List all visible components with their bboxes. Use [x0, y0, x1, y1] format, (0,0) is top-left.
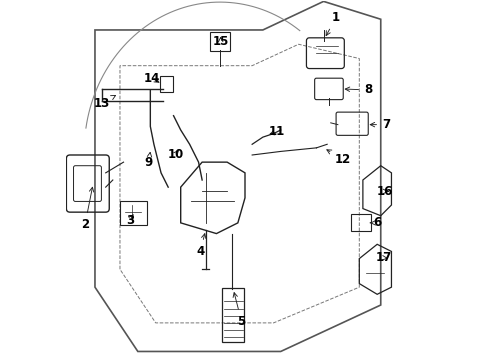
Text: 16: 16 [377, 185, 393, 198]
Text: 3: 3 [126, 213, 134, 226]
Text: 1: 1 [326, 11, 340, 36]
Text: 4: 4 [196, 234, 206, 258]
Text: 7: 7 [370, 118, 390, 131]
Text: 9: 9 [145, 152, 153, 169]
Text: 10: 10 [167, 148, 183, 161]
Text: 12: 12 [327, 150, 351, 166]
Text: 6: 6 [370, 216, 381, 229]
Text: 13: 13 [93, 95, 116, 110]
Text: 2: 2 [81, 187, 94, 231]
Text: 14: 14 [144, 72, 160, 85]
Text: 8: 8 [345, 84, 372, 96]
Text: 17: 17 [375, 251, 392, 264]
Text: 15: 15 [213, 35, 229, 48]
Text: 5: 5 [233, 293, 245, 328]
Text: 11: 11 [269, 125, 285, 138]
